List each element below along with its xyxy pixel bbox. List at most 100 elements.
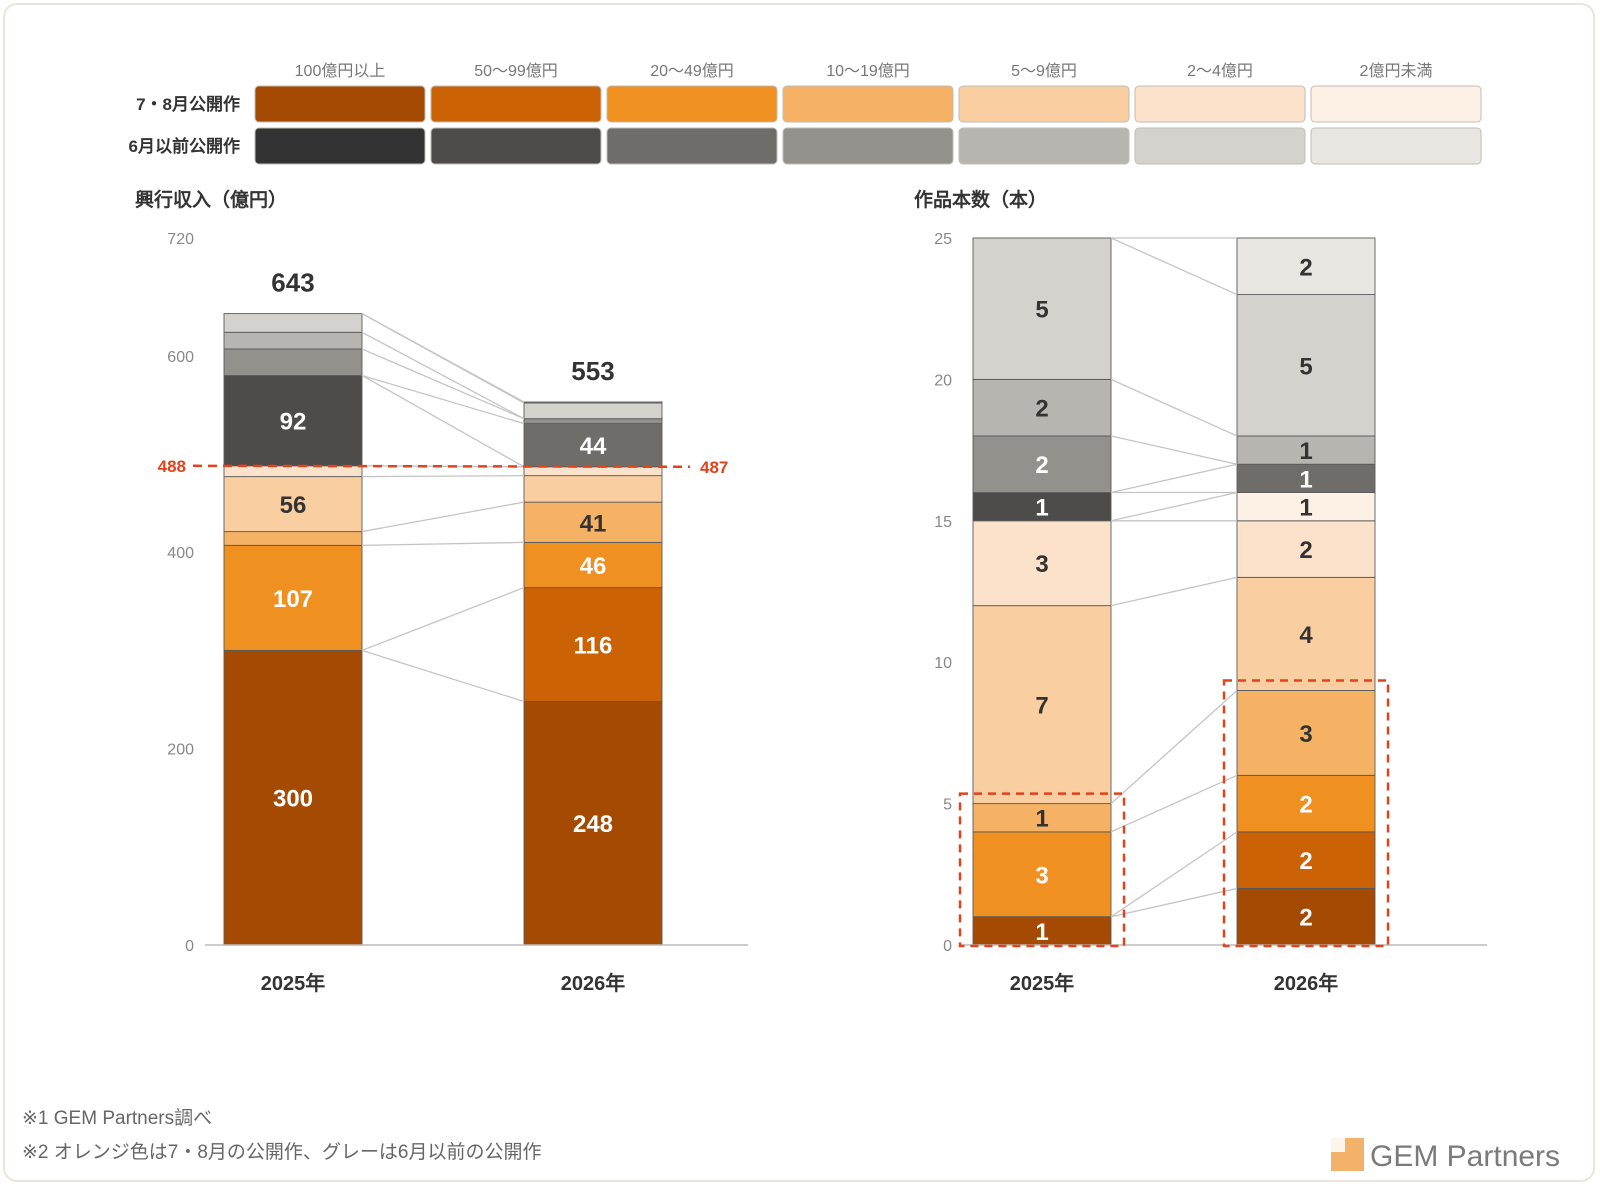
legend: 100億円以上 50〜99億円 20〜49億円 10〜19億円 5〜9億円 2〜4億円 2億… <box>129 62 1482 165</box>
legend-category: 10〜19億円 <box>826 62 910 80</box>
bar-segment <box>523 466 663 477</box>
legend-swatch <box>606 127 778 165</box>
segment-label: 1 <box>1035 919 1048 946</box>
bar-segment <box>1236 831 1376 889</box>
bar-segment <box>1236 463 1376 493</box>
segment-label: 3 <box>1035 862 1048 889</box>
count-chart-title: 作品本数（本） <box>914 188 1047 211</box>
reference-line <box>192 464 691 469</box>
segment-label: 116 <box>574 633 613 660</box>
segment-label: 2 <box>1299 254 1312 281</box>
bar-segment <box>972 378 1112 437</box>
segment-label: 107 <box>273 586 313 613</box>
bar-total-label: 643 <box>271 268 314 298</box>
segment-label: 1 <box>1299 495 1312 522</box>
highlight-box <box>1222 679 1390 948</box>
segment-label: 2 <box>1035 452 1048 479</box>
legend-swatch <box>606 85 778 123</box>
legend-swatch <box>430 85 602 123</box>
connector-line <box>361 331 525 420</box>
segment-label: 1 <box>1299 438 1312 465</box>
legend-category: 50〜99億円 <box>474 62 558 80</box>
segment-label: 2 <box>1299 848 1312 875</box>
connector-line <box>361 374 525 468</box>
segment-label: 300 <box>273 786 313 813</box>
legend-swatch <box>958 85 1130 123</box>
brand-mark-notch <box>1331 1138 1345 1152</box>
segment-label: 5 <box>1035 297 1048 324</box>
connector-line <box>1110 831 1238 918</box>
connector-line <box>361 348 525 420</box>
y-tick-label: 0 <box>185 938 194 955</box>
bar-segment <box>972 435 1112 493</box>
segment-label: 248 <box>573 811 613 838</box>
connector-line <box>361 541 525 546</box>
bar-segment <box>1236 774 1376 833</box>
legend-swatch <box>430 127 602 165</box>
legend-category: 100億円以上 <box>295 62 386 80</box>
segment-label: 44 <box>580 433 607 460</box>
connector-line <box>361 501 525 533</box>
bar-segment <box>523 587 663 702</box>
segment-label: 92 <box>280 409 307 436</box>
connector-line <box>1110 237 1238 296</box>
bar-segment <box>972 916 1112 946</box>
bar-segment <box>223 331 363 350</box>
connector-line <box>1110 435 1238 465</box>
bar-segment <box>223 531 363 546</box>
y-tick-label: 25 <box>934 231 952 248</box>
segment-label: 46 <box>580 553 607 580</box>
legend-swatch <box>958 127 1130 165</box>
connector-line <box>361 313 525 403</box>
reference-label-2025: 488 <box>158 457 186 476</box>
segment-label: 2 <box>1299 792 1312 819</box>
bar-segment <box>523 418 663 425</box>
connector-line <box>1110 689 1238 805</box>
bar-segment <box>223 476 363 533</box>
legend-row-label: 6月以前公開作 <box>129 136 240 156</box>
brand-name: GEM Partners <box>1370 1140 1560 1173</box>
bar-segment <box>523 541 663 589</box>
bar-segment <box>1236 492 1376 522</box>
connector-line <box>361 586 525 652</box>
connector-line <box>1110 378 1238 437</box>
connector-line <box>1110 576 1238 607</box>
x-category-label: 2025年 <box>261 971 326 995</box>
segment-label: 7 <box>1035 693 1048 720</box>
bar-segment <box>223 465 363 478</box>
legend-category: 2億円未満 <box>1360 62 1433 80</box>
bar-segment <box>223 348 363 376</box>
y-tick-label: 10 <box>934 655 952 672</box>
revenue-chart-title: 興行収入（億円） <box>135 188 287 211</box>
bar-segment <box>1236 690 1376 776</box>
y-tick-label: 20 <box>934 372 952 389</box>
connector-line <box>1110 887 1238 918</box>
segment-label: 1 <box>1299 466 1312 493</box>
segment-label: 1 <box>1035 806 1048 833</box>
bar-segment <box>523 402 663 420</box>
x-category-label: 2026年 <box>1274 971 1339 995</box>
brand-logo: GEM Partners <box>1331 1138 1560 1173</box>
bar-segment <box>972 803 1112 833</box>
bar-total-label: 553 <box>571 356 614 386</box>
legend-swatch <box>254 127 426 165</box>
x-category-label: 2026年 <box>561 971 626 995</box>
y-tick-label: 600 <box>167 349 194 366</box>
segment-label: 41 <box>580 510 607 537</box>
reference-label-2026: 487 <box>700 458 728 477</box>
connector-line <box>1110 774 1238 833</box>
segment-label: 56 <box>280 492 307 519</box>
bar-segment <box>1236 237 1376 296</box>
bar-segment <box>1236 520 1376 578</box>
legend-swatch <box>1310 85 1482 123</box>
segment-label: 3 <box>1035 551 1048 578</box>
bar-segment <box>1236 294 1376 437</box>
footnote-1: ※1 GEM Partners調べ <box>22 1107 212 1129</box>
legend-category: 5〜9億円 <box>1011 62 1077 80</box>
y-tick-label: 15 <box>934 514 952 531</box>
y-tick-label: 720 <box>167 231 194 248</box>
connector-line <box>361 649 525 703</box>
bar-segment <box>972 605 1112 805</box>
bar-segment <box>523 501 663 543</box>
